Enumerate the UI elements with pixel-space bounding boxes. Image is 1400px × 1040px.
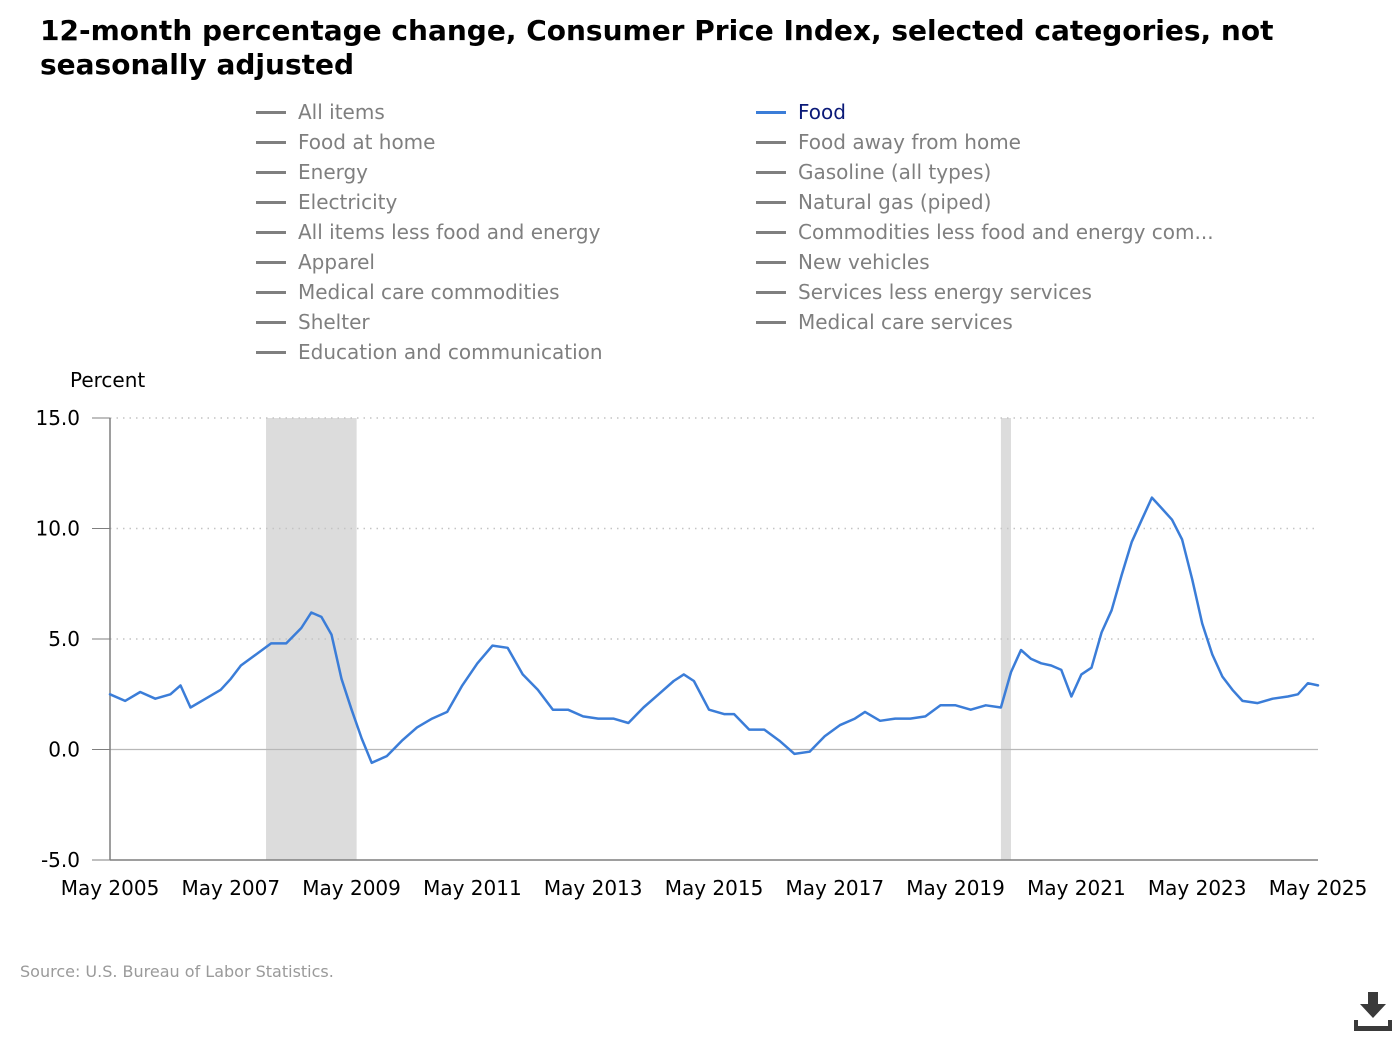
legend-item[interactable]: Energy: [256, 157, 368, 187]
legend-swatch: [256, 290, 286, 294]
legend-item[interactable]: All items: [256, 97, 385, 127]
legend-label: All items: [298, 100, 385, 124]
legend-swatch: [256, 140, 286, 144]
legend-swatch: [256, 200, 286, 204]
legend-item[interactable]: Gasoline (all types): [756, 157, 991, 187]
legend-item[interactable]: New vehicles: [756, 247, 930, 277]
legend-label: Food at home: [298, 130, 436, 154]
chart-title: 12-month percentage change, Consumer Pri…: [40, 14, 1274, 81]
legend-item[interactable]: Medical care services: [756, 307, 1013, 337]
x-tick-label: May 2011: [423, 876, 522, 900]
x-tick-label: May 2015: [665, 876, 764, 900]
legend-item[interactable]: Food: [756, 97, 846, 127]
legend-item[interactable]: Electricity: [256, 187, 397, 217]
legend-item[interactable]: Commodities less food and energy com...: [756, 217, 1214, 247]
legend-item[interactable]: Medical care commodities: [256, 277, 559, 307]
legend-item[interactable]: Shelter: [256, 307, 370, 337]
legend-label: Food: [798, 100, 846, 124]
legend-item[interactable]: Natural gas (piped): [756, 187, 991, 217]
legend-item[interactable]: All items less food and energy: [256, 217, 600, 247]
legend-swatch: [756, 260, 786, 264]
x-tick-label: May 2007: [181, 876, 280, 900]
legend-label: Gasoline (all types): [798, 160, 992, 184]
recession-band: [1000, 418, 1011, 860]
legend-swatch: [256, 230, 286, 234]
legend-label: Education and communication: [298, 340, 603, 364]
legend-swatch: [256, 320, 286, 324]
x-tick-label: May 2013: [544, 876, 643, 900]
legend-label: New vehicles: [798, 250, 930, 274]
legend-label: All items less food and energy: [298, 220, 601, 244]
legend-swatch: [756, 230, 786, 234]
legend-label: Food away from home: [798, 130, 1021, 154]
series-line-food: [108, 496, 1320, 765]
y-axis-label: Percent: [70, 368, 146, 392]
y-tick-label: 5.0: [48, 627, 80, 651]
legend-label: Apparel: [298, 250, 375, 274]
legend-label: Commodities less food and energy com...: [798, 220, 1214, 244]
legend-item[interactable]: Food away from home: [756, 127, 1021, 157]
x-tick-label: May 2023: [1148, 876, 1247, 900]
legend-swatch: [756, 200, 786, 204]
legend-label: Natural gas (piped): [798, 190, 992, 214]
x-tick-label: May 2025: [1269, 876, 1368, 900]
y-tick-label: 0.0: [48, 738, 80, 762]
x-tick-label: May 2009: [302, 876, 401, 900]
x-tick-label: May 2021: [1027, 876, 1126, 900]
legend-item[interactable]: Education and communication: [256, 337, 603, 367]
legend-swatch: [256, 110, 286, 114]
x-tick-label: May 2017: [785, 876, 884, 900]
source-note: Source: U.S. Bureau of Labor Statistics.: [20, 962, 334, 981]
download-icon[interactable]: [1352, 990, 1394, 1034]
legend-swatch: [756, 290, 786, 294]
legend-swatch: [256, 350, 286, 354]
legend-label: Services less energy services: [798, 280, 1092, 304]
y-tick-label: 10.0: [35, 517, 80, 541]
legend-label: Medical care commodities: [298, 280, 560, 304]
y-tick-label: -5.0: [41, 848, 80, 872]
x-tick-label: May 2005: [61, 876, 160, 900]
recession-band: [266, 418, 357, 860]
legend-label: Shelter: [298, 310, 370, 334]
legend-swatch: [256, 170, 286, 174]
legend-swatch: [756, 140, 786, 144]
legend-item[interactable]: Food at home: [256, 127, 435, 157]
x-tick-label: May 2019: [906, 876, 1005, 900]
legend-label: Energy: [298, 160, 369, 184]
legend-item[interactable]: Services less energy services: [756, 277, 1092, 307]
legend-swatch: [756, 320, 786, 324]
legend-item[interactable]: Apparel: [256, 247, 375, 277]
legend-label: Electricity: [298, 190, 398, 214]
y-tick-label: 15.0: [35, 406, 80, 430]
legend-swatch: [256, 260, 286, 264]
legend-label: Medical care services: [798, 310, 1013, 334]
legend-swatch: [756, 170, 786, 174]
legend-swatch: [756, 110, 786, 114]
